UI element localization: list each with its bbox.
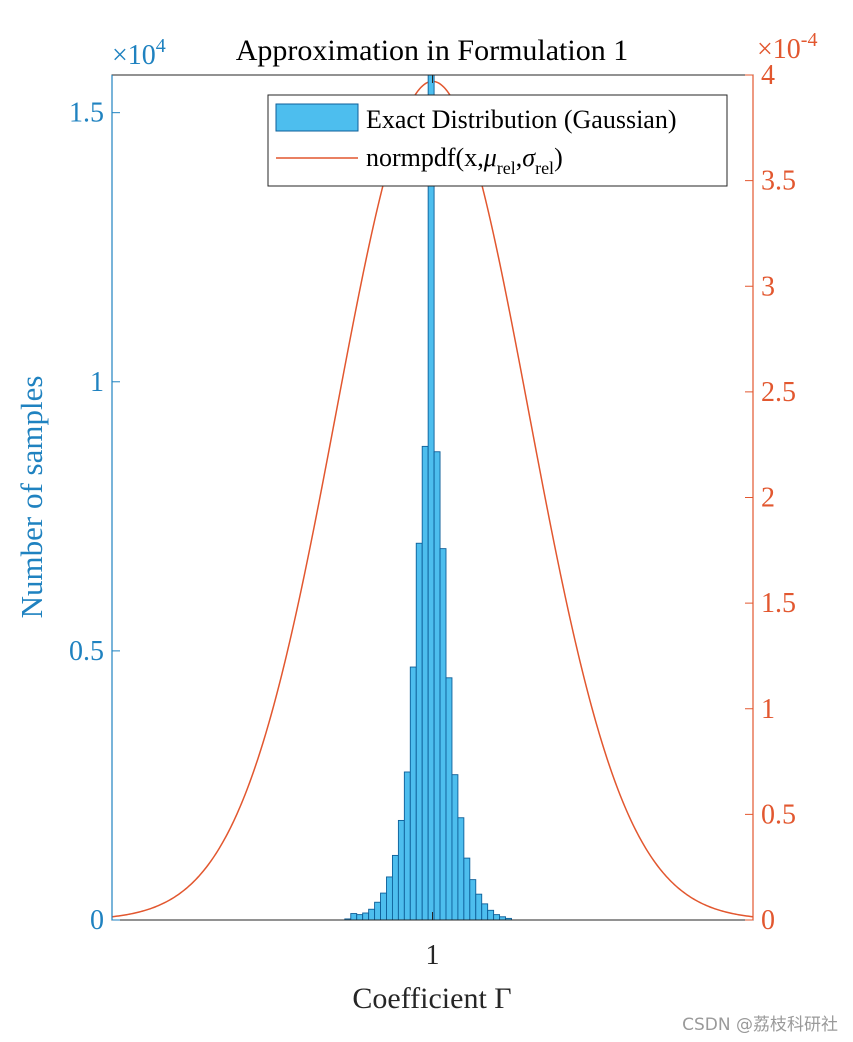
histogram-bar <box>421 445 429 921</box>
legend-bar-swatch <box>275 103 359 132</box>
histogram-bar <box>451 774 459 921</box>
right-tick-label: 1 <box>761 694 775 725</box>
right-axis-ticks: 0 0.5 1 1.5 2 2.5 3 3.5 4 <box>745 60 796 936</box>
histogram-bar <box>475 893 483 921</box>
left-tick-label: 0.5 <box>69 636 104 667</box>
left-tick-label: 0 <box>90 905 104 936</box>
histogram-bar <box>481 903 489 921</box>
right-tick-label: 0.5 <box>761 799 796 830</box>
histogram-bar <box>445 677 453 921</box>
right-tick-label: 3.5 <box>761 166 796 197</box>
histogram-bar <box>427 74 435 921</box>
x-tick-label: 1 <box>426 940 440 971</box>
right-tick-label: 0 <box>761 905 775 936</box>
legend-label-pdf: normpdf(x,μrel,σrel) <box>366 143 563 178</box>
left-axis-ticks: 0 0.5 1 1.5 <box>69 98 120 936</box>
right-axis-exponent: ×10-4 <box>757 29 817 65</box>
y-axis-label: Number of samples <box>14 376 49 619</box>
right-tick-label: 3 <box>761 271 775 302</box>
histogram-bar <box>368 908 376 921</box>
x-axis-label: Coefficient Γ <box>352 982 511 1015</box>
histogram-bar <box>469 879 477 921</box>
legend: Exact Distribution (Gaussian) normpdf(x,… <box>267 94 728 187</box>
histogram-bars <box>344 74 512 921</box>
legend-label-histogram: Exact Distribution (Gaussian) <box>366 105 677 134</box>
left-tick-label: 1 <box>90 367 104 398</box>
histogram-bar <box>493 914 501 921</box>
histogram-bar <box>463 857 471 921</box>
right-tick-label: 2 <box>761 483 775 514</box>
histogram-bar <box>403 771 411 921</box>
histogram-bar <box>386 876 393 921</box>
histogram-bar <box>350 913 358 921</box>
right-tick-label: 1.5 <box>761 588 796 619</box>
histogram-bar <box>409 666 417 921</box>
histogram-bar <box>391 854 399 921</box>
chart-title: Approximation in Formulation 1 <box>236 34 628 67</box>
watermark: CSDN @荔枝科研社 <box>682 1015 838 1035</box>
histogram-bar <box>439 548 447 921</box>
histogram-bar <box>356 914 364 921</box>
histogram-bar <box>415 542 423 921</box>
left-tick-label: 1.5 <box>69 98 104 129</box>
x-axis-ticks: 1 <box>426 75 440 971</box>
left-axis-exponent: ×104 <box>112 35 166 71</box>
histogram-bar <box>374 901 381 921</box>
right-tick-label: 2.5 <box>761 377 796 408</box>
histogram-bar <box>457 817 465 921</box>
histogram-bar <box>380 892 387 921</box>
histogram-bar <box>397 819 405 921</box>
histogram-bar <box>362 912 370 921</box>
right-tick-label: 4 <box>761 60 775 91</box>
histogram-bar <box>487 909 495 921</box>
histogram-bar <box>433 451 441 921</box>
